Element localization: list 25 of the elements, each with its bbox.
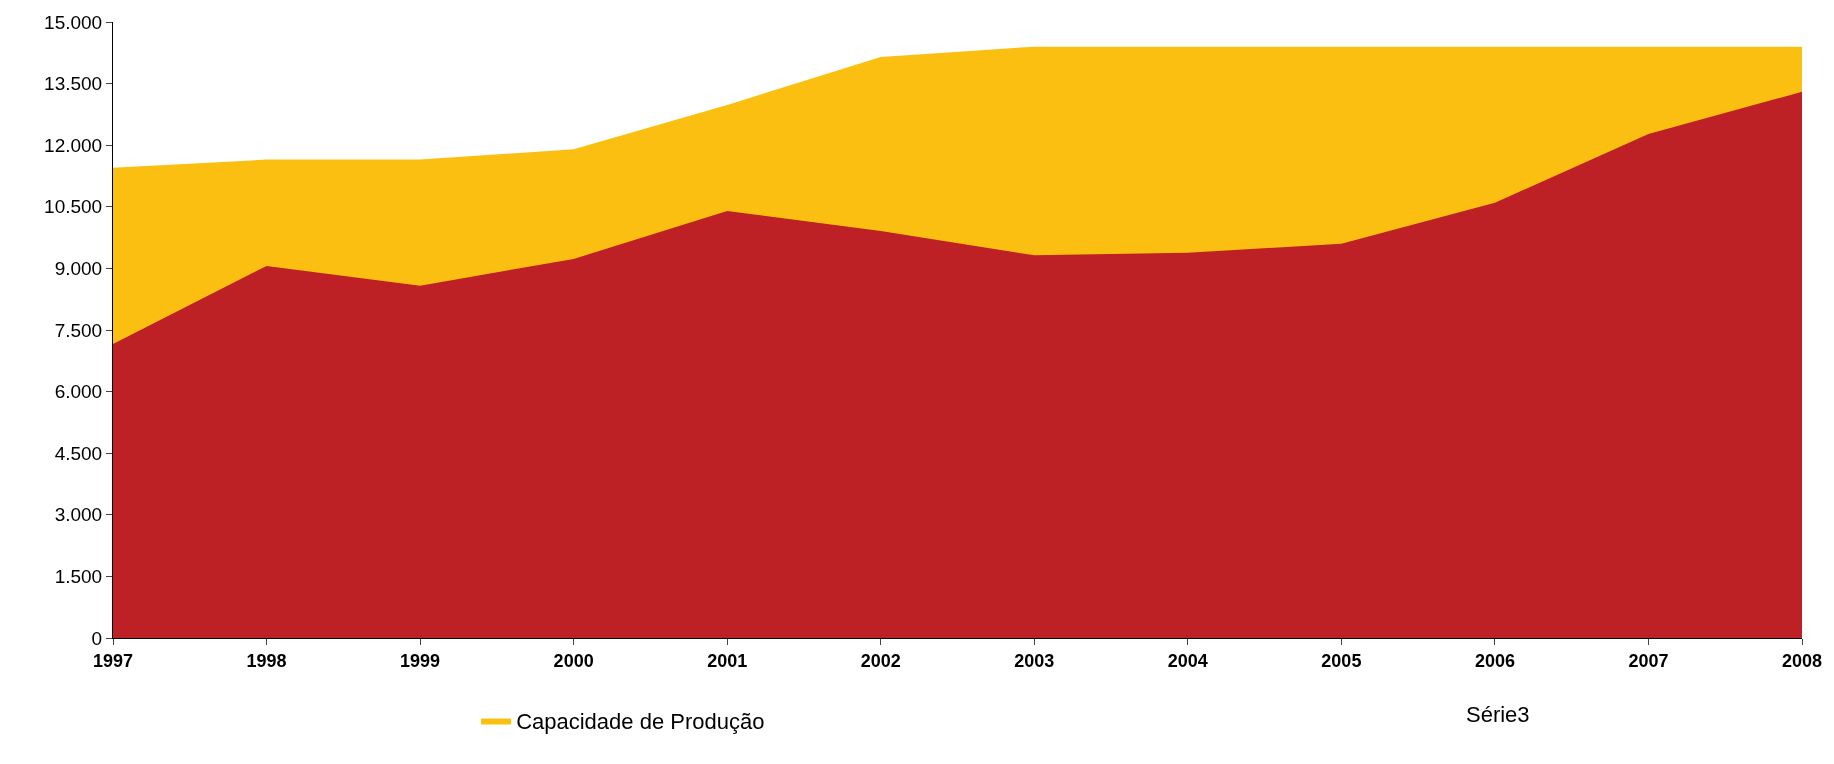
x-tick-label: 2002 [860,650,901,671]
y-tick-label: 12.000 [44,134,103,156]
x-tick-label: 2001 [707,650,748,671]
y-tick-label: 7.500 [54,319,103,341]
y-tick-label: 13.500 [44,73,103,95]
x-tick-label: 2005 [1321,650,1362,671]
x-tick-label: 2008 [1781,650,1823,671]
x-tick-label: 2004 [1167,650,1208,671]
y-tick-label: 1.500 [54,566,103,588]
x-tick-label: 2006 [1474,650,1515,671]
y-tick-label: 0 [91,627,103,649]
text: Série3 [1466,702,1530,727]
x-tick-label: 2003 [1014,650,1055,671]
x-tick-label: 1998 [246,650,287,671]
x-tick-label: 1999 [400,650,441,671]
x-tick-label: 2000 [553,650,594,671]
x-tick-label: 1997 [92,650,134,671]
y-tick-label: 15.000 [44,11,103,33]
y-tick-label: 6.000 [54,381,103,403]
y-tick-label: 9.000 [54,258,103,280]
legend-label: Capacidade de Produção [516,708,765,734]
y-tick-label: 3.000 [54,504,103,526]
y-tick-label: 4.500 [54,442,103,464]
x-tick-label: 2007 [1628,650,1669,671]
y-tick-label: 10.500 [44,196,103,218]
